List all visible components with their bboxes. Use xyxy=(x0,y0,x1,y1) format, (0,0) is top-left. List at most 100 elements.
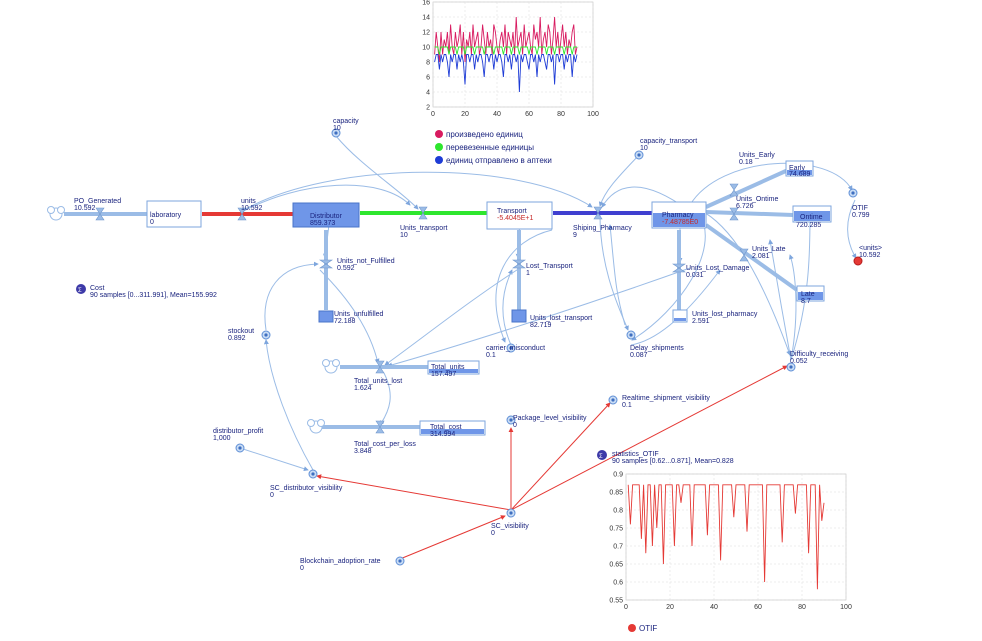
y-tick-label: 12 xyxy=(422,30,430,37)
stock-total-cost[interactable]: Total_cost 314.994 xyxy=(419,420,486,438)
stock-pharmacy[interactable]: Pharmacy -7.48785E0 xyxy=(651,201,707,229)
stat-summary: 90 samples [0...311.991], Mean=155.992 xyxy=(90,292,217,299)
stock-value: 2.591 xyxy=(692,318,710,325)
flow-value: 0.031 xyxy=(686,272,704,279)
var-units-shadow[interactable]: <units> 10.592 xyxy=(853,245,882,266)
flow-value: 0.592 xyxy=(337,265,355,272)
var-stockout[interactable]: stockout 0.892 xyxy=(228,328,271,342)
stock-label: Early xyxy=(789,165,805,172)
flow-value: 10 xyxy=(400,232,408,239)
stat-otif[interactable]: Σ statistics_OTIF 90 samples [0.62...0.8… xyxy=(597,450,734,465)
series-line-3 xyxy=(434,54,578,93)
y-tick-label: 0.8 xyxy=(613,508,623,515)
var-value: 0.087 xyxy=(630,352,648,359)
stock-label: Units_lost_pharmacy xyxy=(692,311,758,318)
var-otif[interactable]: OTIF 0.799 xyxy=(848,188,870,219)
flow-label: Units_transport xyxy=(400,225,448,232)
var-value: 0.892 xyxy=(228,335,246,342)
stock-transport[interactable]: Transport -5.4045E+1 xyxy=(486,201,553,230)
stock-label: laboratory xyxy=(150,212,182,219)
var-blockchain-adoption-rate[interactable]: Blockchain_adoption_rate 0 xyxy=(300,556,405,572)
var-label: Delay_shipments xyxy=(630,345,684,352)
stock-value: 72.188 xyxy=(334,318,356,325)
svg-text:Σ: Σ xyxy=(599,454,603,460)
var-delay-shipments[interactable]: Delay_shipments 0.087 xyxy=(626,330,684,359)
var-carrier-misconduct[interactable]: carrier_misconduct 0.1 xyxy=(486,343,545,359)
var-sc-visibility[interactable]: SC_visibility 0 xyxy=(491,508,529,537)
var-difficulty-receiving[interactable]: Difficulty_receiving 0.052 xyxy=(786,351,848,372)
y-tick-label: 0.9 xyxy=(613,472,623,479)
flow-value: 0.18 xyxy=(739,159,753,166)
flow-label: Units_Ontime xyxy=(736,196,779,203)
x-tick-label: 40 xyxy=(710,604,718,611)
stock-late[interactable]: Late 8.7 xyxy=(796,285,825,305)
flow-label: Units_Early xyxy=(739,152,775,159)
x-tick-label: 0 xyxy=(624,604,628,611)
y-tick-label: 0.6 xyxy=(613,580,623,587)
flow-label: PO_Generated xyxy=(74,198,121,205)
stock-laboratory[interactable]: laboratory 0 xyxy=(146,200,202,228)
stock-label: Total_cost xyxy=(430,424,462,431)
var-label: stockout xyxy=(228,328,254,335)
x-tick-label: 80 xyxy=(557,111,565,118)
stock-distributor[interactable]: Distributor 859.373 xyxy=(292,202,360,228)
flow-value: 3.848 xyxy=(354,448,372,455)
flow-label: Lost_Transport xyxy=(526,263,573,270)
var-label: OTIF xyxy=(852,205,868,212)
var-value: 10.592 xyxy=(859,252,881,259)
stock-label: Units_lost_transport xyxy=(530,315,592,322)
var-capacity-transport[interactable]: capacity_transport 10 xyxy=(634,138,697,160)
var-realtime-shipment-visibility[interactable]: Realtime_shipment_visibility 0.1 xyxy=(608,395,710,409)
stock-units-unfulfilled[interactable]: Units_unfulfilled 72.188 xyxy=(318,310,384,325)
x-tick-label: 20 xyxy=(461,111,469,118)
var-sc-distributor-visibility[interactable]: SC_distributor_visibility 0 xyxy=(270,469,343,499)
x-tick-label: 80 xyxy=(798,604,806,611)
cloud-icon xyxy=(322,359,340,374)
var-label: Realtime_shipment_visibility xyxy=(622,395,710,402)
y-tick-label: 0.65 xyxy=(609,562,623,569)
flow-label: units xyxy=(241,198,256,205)
x-tick-label: 100 xyxy=(840,604,852,611)
var-value: 0 xyxy=(513,422,517,429)
flow-label: Total_cost_per_loss xyxy=(354,441,416,448)
var-label: Package_level_visibility xyxy=(513,415,587,422)
var-package-level-visibility[interactable]: Package_level_visibility 0 xyxy=(506,415,587,429)
stock-units-lost-transport[interactable]: Units_lost_transport 82.719 xyxy=(511,309,592,329)
legend-label: OTIF xyxy=(639,624,657,633)
var-capacity[interactable]: capacity 10 xyxy=(331,118,359,138)
flow-label: Total_units_lost xyxy=(354,378,402,385)
var-distributor-profit[interactable]: distributor_profit 1,000 xyxy=(213,428,263,453)
y-tick-label: 0.7 xyxy=(613,544,623,551)
var-value: 0.1 xyxy=(486,352,496,359)
time-plot-otif: 0.55 0.6 0.65 0.7 0.75 0.8 0.85 0.9 0 20 40 60 80 100… xyxy=(609,472,852,634)
x-tick-label: 40 xyxy=(493,111,501,118)
var-value: 10 xyxy=(333,125,341,132)
y-tick-label: 10 xyxy=(422,45,430,52)
flow-labels: PO_Generated 10.592 units 10.592 Units_t… xyxy=(74,152,786,455)
stock-value: 157.497 xyxy=(431,371,456,378)
stock-label: Ontime xyxy=(800,214,823,221)
var-value: 10 xyxy=(640,145,648,152)
var-label: capacity xyxy=(333,118,359,125)
stat-cost[interactable]: Σ Cost 90 samples [0...311.991], Mean=15… xyxy=(76,284,217,299)
stock-ontime[interactable]: Ontime 720.285 xyxy=(792,205,832,229)
stat-label: Cost xyxy=(90,285,104,292)
flow-value: 1 xyxy=(526,270,530,277)
y-tick-label: 14 xyxy=(422,15,430,22)
legend-marker xyxy=(435,143,443,151)
legend-marker xyxy=(435,156,443,164)
stock-label: Total_units xyxy=(431,364,465,371)
y-tick-label: 2 xyxy=(426,105,430,112)
stock-early[interactable]: Early 74.689 xyxy=(785,160,814,178)
var-label: <units> xyxy=(859,245,882,252)
var-value: 1,000 xyxy=(213,435,231,442)
stock-label: Late xyxy=(801,291,815,298)
time-plot-units: 2 4 6 8 10 12 14 16 0 20 40 60 80 100 произведено един… xyxy=(422,0,599,165)
stock-value: 720.285 xyxy=(796,222,821,229)
cloud-icon xyxy=(47,206,65,221)
stock-total-units[interactable]: Total_units 157.497 xyxy=(427,360,480,378)
stock-value: -7.48785E0 xyxy=(662,219,698,226)
stock-units-lost-pharmacy[interactable]: Units_lost_pharmacy 2.591 xyxy=(672,309,758,325)
x-tick-label: 20 xyxy=(666,604,674,611)
